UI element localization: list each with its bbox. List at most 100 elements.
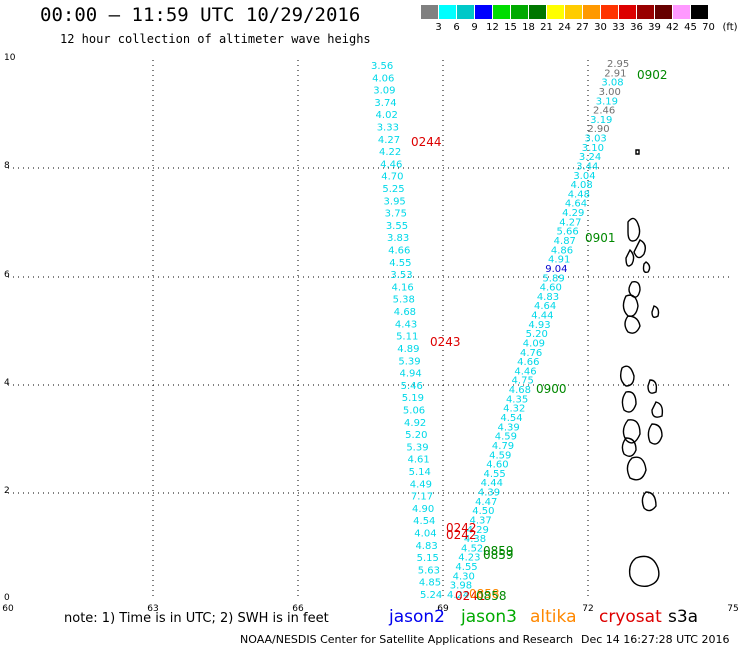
legend-item-jason2: jason2 (389, 607, 445, 627)
island-outline (622, 419, 641, 444)
scale-label: 21 (540, 22, 553, 33)
scale-label: 33 (612, 22, 625, 33)
track-swh-value: 3.24 (579, 152, 601, 163)
track-swh-value: 4.55 (455, 562, 477, 573)
cyan-swh-value: 4.06 (372, 73, 394, 84)
track-swh-value: 4.60 (486, 460, 508, 471)
track-swh-value: 2.91 (604, 68, 626, 79)
track-swh-value: 9.04 (545, 264, 567, 275)
credit-line: NOAA/NESDIS Center for Satellite Applica… (240, 633, 574, 646)
cyan-swh-value: 4.66 (388, 246, 410, 257)
track-swh-value: 2.90 (587, 124, 609, 135)
x-tick-label: 75 (727, 604, 738, 614)
axis-tick-labels: 60 63 66 69 72 75 10 8 6 4 2 0 (2, 53, 738, 614)
cyan-swh-value: 4.61 (407, 455, 429, 466)
track-swh-value: 4.59 (489, 450, 511, 461)
cyan-swh-value: 5.63 (418, 565, 440, 576)
pass-time-label: 0858 (476, 589, 507, 603)
scale-swatch (457, 5, 474, 19)
island-outline (651, 401, 664, 418)
x-tick-label: 60 (2, 604, 14, 614)
island-outline (624, 315, 641, 334)
cyan-swh-value: 4.92 (404, 418, 426, 429)
track-swh-value: 5.20 (526, 329, 548, 340)
track-swh-value: 3.03 (585, 134, 607, 145)
island-outline (626, 456, 647, 481)
scale-label: 9 (471, 22, 478, 33)
cyan-swh-value: 3.55 (386, 221, 408, 232)
scale-label: 27 (576, 22, 589, 33)
cyan-swh-value: 4.68 (394, 307, 416, 318)
scale-label: 36 (630, 22, 643, 33)
track-swh-value: 4.24 (447, 590, 469, 601)
coastline-islands (619, 149, 664, 587)
scale-label: 70 (702, 22, 715, 33)
scale-label: 45 (684, 22, 697, 33)
cyan-swh-value: 4.16 (392, 282, 414, 293)
cyan-swh-value: 5.15 (417, 553, 439, 564)
track-swh-value: 4.87 (554, 236, 576, 247)
track-swh-value: 4.79 (492, 441, 514, 452)
track-swh-value: 4.64 (534, 301, 556, 312)
legend-item-s3a: s3a (668, 607, 699, 627)
scale-swatch (691, 5, 708, 19)
cyan-swh-value: 3.74 (374, 98, 396, 109)
island-outline (619, 365, 635, 387)
cyan-swh-value: 5.39 (398, 356, 420, 367)
track-swh-value: 4.39 (478, 488, 500, 499)
track-swh-value: 4.35 (506, 394, 528, 405)
island-outline (642, 261, 651, 274)
scale-label: 24 (558, 22, 571, 33)
scale-swatch (583, 5, 600, 19)
track-swh-value: 4.23 (458, 553, 480, 564)
pass-time-label: 0859 (483, 544, 514, 558)
island-outline (651, 305, 660, 319)
track-swh-value: 4.60 (540, 283, 562, 294)
cyan-swh-value: 3.95 (384, 196, 406, 207)
legend-item-cryosat: cryosat (599, 607, 662, 627)
scale-swatch (421, 5, 438, 19)
scale-swatch (529, 5, 546, 19)
cyan-swh-value: 5.39 (406, 442, 428, 453)
island-outline (627, 217, 641, 242)
legend-item-jason3: jason3 (461, 607, 517, 627)
track-swh-value: 4.32 (503, 404, 525, 415)
pass-time-label: 0859 (483, 548, 514, 562)
track-swh-value: 5.66 (556, 227, 578, 238)
track-swh-value: 4.08 (571, 180, 593, 191)
track-swh-value: 3.00 (599, 87, 621, 98)
y-tick-label: 6 (4, 270, 10, 280)
cyan-swh-value: 4.22 (379, 147, 401, 158)
scale-label: 30 (594, 22, 607, 33)
track-swh-value: 4.55 (483, 469, 505, 480)
scale-swatch (493, 5, 510, 19)
track-swh-value: 4.93 (528, 320, 550, 331)
scale-label: 15 (504, 22, 517, 33)
cyan-swh-value: 5.14 (409, 467, 431, 478)
cyan-swh-value: 4.02 (376, 110, 398, 121)
cyan-swh-value: 4.90 (412, 504, 434, 515)
cyan-swh-value: 3.33 (377, 123, 399, 134)
island-outline (635, 149, 640, 155)
pass-time-label: 0242 (446, 521, 477, 535)
island-outline (628, 555, 660, 587)
track-swh-value: 4.46 (514, 366, 536, 377)
scale-swatch (673, 5, 690, 19)
pass-time-label: 0241 (455, 589, 486, 603)
track-swh-value: 4.66 (517, 357, 539, 368)
track-swh-value: 3.19 (590, 115, 612, 126)
track-swh-value: 4.52 (461, 543, 483, 554)
satellite-track-values: 2.952.913.083.003.192.463.192.903.033.10… (447, 59, 629, 601)
cyan-swh-value: 3.75 (385, 209, 407, 220)
track-swh-value: 4.30 (453, 571, 475, 582)
cyan-swh-value: 5.38 (393, 295, 415, 306)
x-tick-label: 69 (437, 604, 449, 614)
cyan-swh-value: 5.06 (403, 405, 425, 416)
cyan-swh-value: 5.24 (420, 590, 442, 601)
cyan-swh-value: 4.89 (397, 344, 419, 355)
map-subtitle: 12 hour collection of altimeter wave hei… (60, 32, 371, 46)
cyan-swh-value: 4.85 (419, 578, 441, 589)
track-swh-value: 4.54 (500, 413, 522, 424)
island-outline (621, 437, 637, 457)
